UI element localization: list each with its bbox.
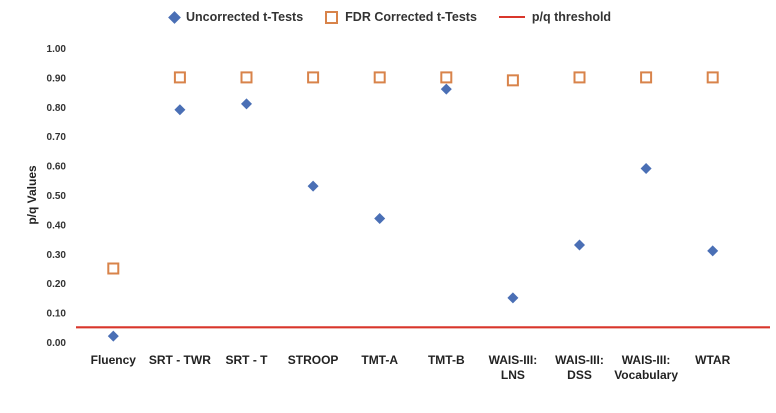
y-tick-label: 0.80 [47, 103, 67, 114]
x-tick-label: WTAR [695, 353, 730, 367]
uncorrected-point [707, 245, 719, 257]
x-tick-label: TMT-A [361, 353, 398, 367]
x-tick-label: Vocabulary [614, 368, 678, 382]
uncorrected-point [107, 330, 119, 342]
legend-item-fdr: FDR Corrected t-Tests [325, 10, 477, 24]
fdr-point [573, 71, 586, 84]
fdr-point [440, 71, 453, 84]
fdr-point [640, 71, 653, 84]
fdr-point [307, 71, 320, 84]
y-tick-label: 0.00 [47, 338, 67, 349]
uncorrected-point [640, 163, 652, 175]
x-tick-label: WAIS-III: [622, 353, 671, 367]
x-tick-label: WAIS-III: [489, 353, 538, 367]
uncorrected-point [307, 180, 319, 192]
x-tick-label: TMT-B [428, 353, 465, 367]
y-tick-label: 1.00 [47, 44, 67, 55]
fdr-point [107, 262, 120, 275]
x-tick-label: SRT - T [226, 353, 269, 367]
y-tick-label: 0.70 [47, 132, 67, 143]
legend-label-threshold: p/q threshold [531, 10, 612, 24]
y-tick-label: 0.20 [47, 279, 67, 290]
legend-item-uncorrected: Uncorrected t-Tests [168, 10, 304, 24]
uncorrected-point [507, 292, 519, 304]
x-tick-label: DSS [567, 368, 592, 382]
y-tick-label: 0.50 [47, 191, 67, 202]
y-axis-title: p/q Values [25, 165, 39, 225]
fdr-point [373, 71, 386, 84]
square-marker-icon [325, 10, 339, 24]
legend: Uncorrected t-Tests FDR Corrected t-Test… [168, 6, 612, 28]
uncorrected-point [374, 213, 386, 225]
fdr-point [706, 71, 719, 84]
line-marker-icon [498, 16, 525, 18]
x-tick-label: Fluency [91, 353, 137, 367]
x-tick-label: STROOP [288, 353, 339, 367]
uncorrected-point [574, 239, 585, 251]
y-tick-label: 0.90 [47, 73, 67, 84]
y-tick-label: 0.60 [47, 162, 67, 173]
uncorrected-point [440, 83, 452, 95]
fdr-point [240, 71, 253, 84]
y-tick-label: 0.10 [47, 309, 67, 320]
x-tick-label: SRT - TWR [149, 353, 211, 367]
fdr-point [506, 74, 519, 87]
legend-item-threshold: p/q threshold [498, 10, 612, 24]
legend-label-fdr: FDR Corrected t-Tests [345, 10, 477, 24]
y-tick-label: 0.40 [47, 220, 67, 231]
uncorrected-point [241, 98, 252, 110]
y-tick-label: 0.30 [47, 250, 67, 261]
fdr-point [173, 71, 186, 84]
x-tick-label: WAIS-III: [555, 353, 604, 367]
uncorrected-point [174, 104, 186, 116]
diamond-marker-icon [168, 10, 181, 24]
legend-label-uncorrected: Uncorrected t-Tests [186, 10, 304, 24]
x-tick-label: LNS [501, 368, 525, 382]
